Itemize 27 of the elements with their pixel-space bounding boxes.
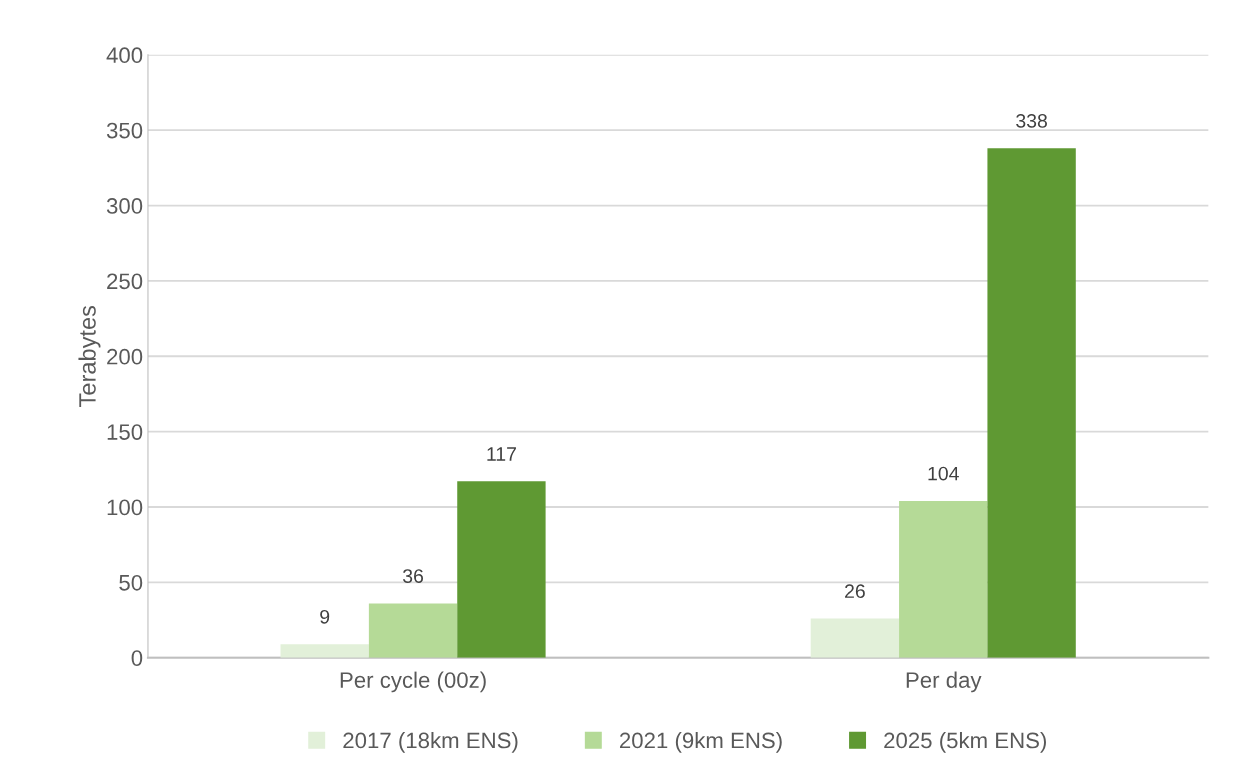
legend-label: 2017 (18km ENS) xyxy=(343,731,518,753)
bar xyxy=(810,618,900,658)
bar xyxy=(987,148,1076,658)
data-label: 26 xyxy=(845,584,865,599)
data-label: 338 xyxy=(1016,113,1047,128)
legend-label: 2021 (9km ENS) xyxy=(619,731,782,753)
y-tick-label: 300 xyxy=(106,198,143,214)
y-tick-label: 50 xyxy=(119,574,143,591)
y-tick-label: 400 xyxy=(106,47,143,64)
bar xyxy=(280,644,369,658)
y-tick-label: 150 xyxy=(107,424,143,440)
bar xyxy=(457,481,546,658)
y-tick-label: 200 xyxy=(107,348,143,365)
legend-label: 2025 (5km ENS) xyxy=(884,731,1046,753)
y-tick-label: 0 xyxy=(131,650,143,666)
y-tick-label: 350 xyxy=(106,122,143,139)
y-axis-title: Terabytes xyxy=(78,305,101,407)
x-tick-label: Per day xyxy=(906,671,982,693)
bar xyxy=(368,603,458,658)
y-tick-label: 100 xyxy=(107,499,143,516)
x-tick-label: Per cycle (00z) xyxy=(340,671,486,693)
data-label: 36 xyxy=(402,569,424,583)
y-tick-label: 250 xyxy=(107,273,143,290)
data-label: 117 xyxy=(487,447,516,461)
data-label: 9 xyxy=(320,609,330,624)
data-label: 104 xyxy=(928,466,959,481)
bar xyxy=(899,500,988,658)
